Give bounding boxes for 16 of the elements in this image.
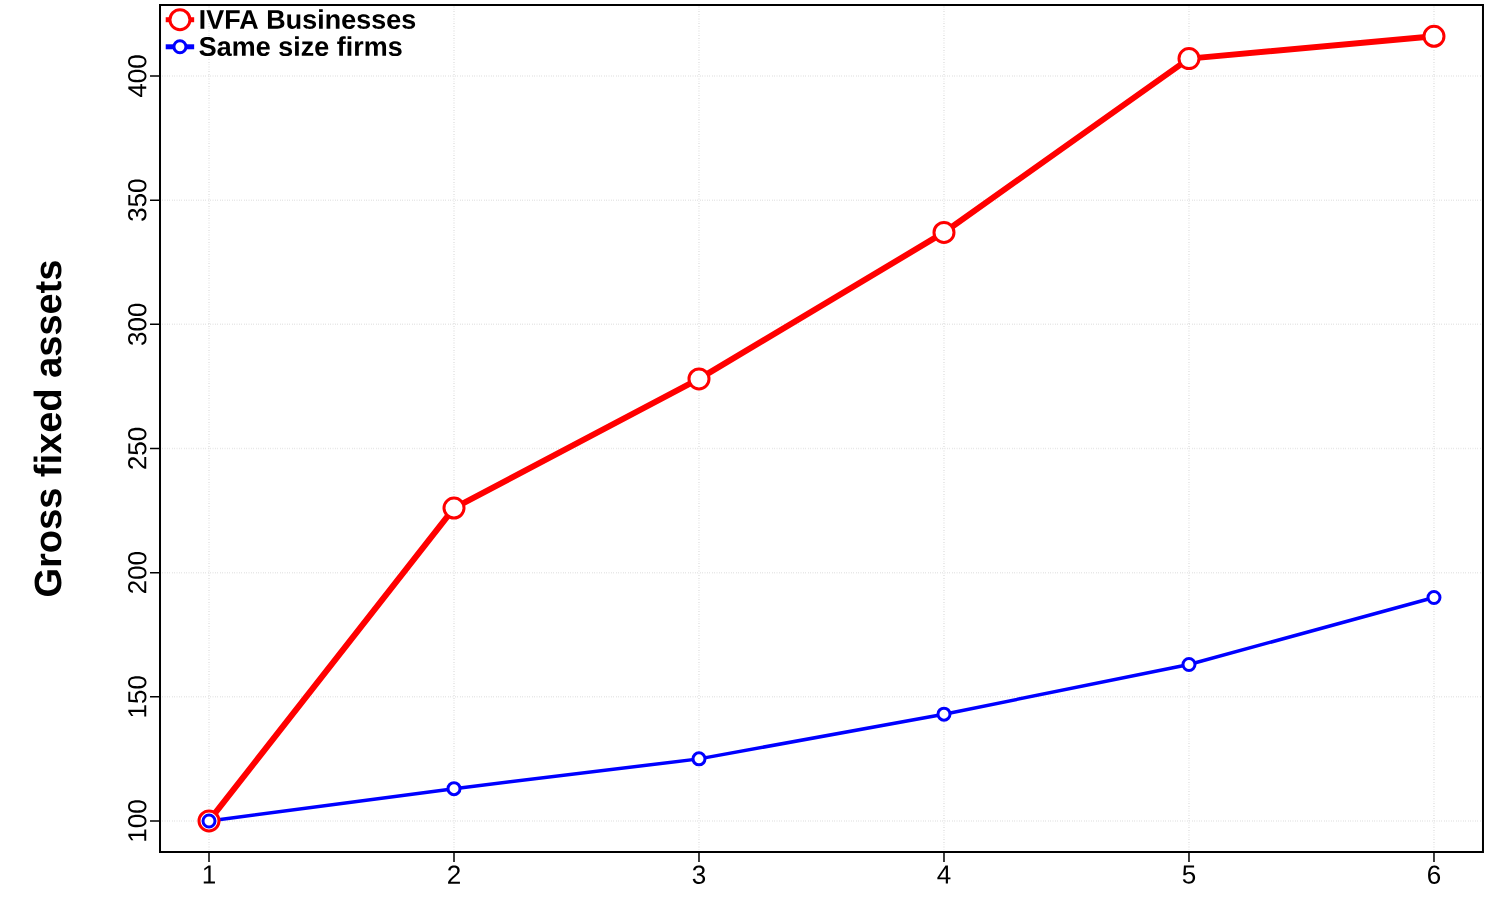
y-tick-label: 250 bbox=[128, 427, 147, 469]
y-tick-label: 350 bbox=[128, 179, 147, 221]
x-tick-label: 2 bbox=[448, 865, 460, 884]
y-axis-title: Gross fixed assets bbox=[33, 261, 62, 596]
y-tick-label: 400 bbox=[128, 55, 147, 98]
x-tick-label: 1 bbox=[203, 865, 215, 884]
x-tick-label: 3 bbox=[692, 865, 706, 884]
legend-label: IVFA Businesses bbox=[200, 9, 416, 30]
y-tick-label: 300 bbox=[128, 303, 147, 346]
x-tick-label: 5 bbox=[1182, 865, 1196, 884]
y-tick-label: 100 bbox=[128, 800, 147, 841]
x-tick-label: 6 bbox=[1428, 865, 1441, 884]
legend-label: Same size firms bbox=[199, 36, 402, 57]
y-tick-label: 150 bbox=[128, 676, 147, 717]
x-tick-label: 4 bbox=[937, 865, 951, 884]
y-tick-label: 200 bbox=[128, 551, 147, 594]
